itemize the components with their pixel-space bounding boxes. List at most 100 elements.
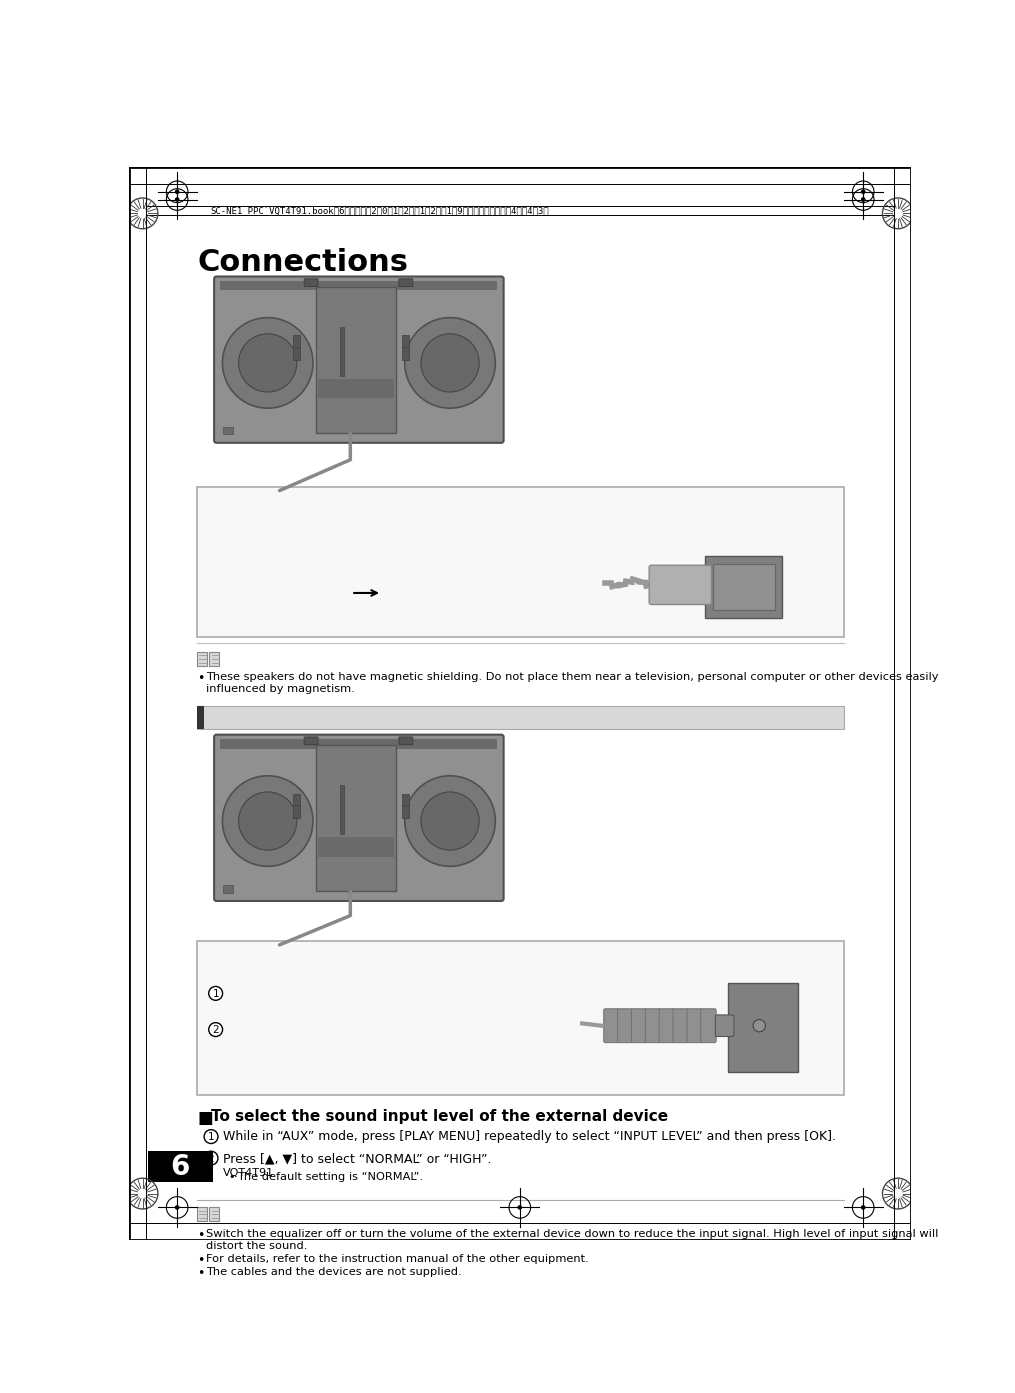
Circle shape [176,1206,179,1209]
Bar [318,837,395,857]
Text: •: • [197,1229,205,1243]
Text: Plug the audio cable (not supplied) into the AUX jack.: Plug the audio cable (not supplied) into… [228,986,563,999]
Circle shape [862,198,865,201]
Circle shape [753,1020,765,1032]
Text: VQT4T91: VQT4T91 [223,1167,274,1177]
Text: •: • [228,1172,234,1183]
Text: •: • [208,542,215,556]
Text: These speakers do not have magnetic shielding. Do not place them near a televisi: These speakers do not have magnetic shie… [206,673,939,694]
Text: The default setting is “NORMAL”.: The default setting is “NORMAL”. [238,1172,423,1183]
FancyBboxPatch shape [399,279,413,287]
FancyBboxPatch shape [304,737,318,745]
FancyBboxPatch shape [399,737,413,745]
Circle shape [222,318,313,408]
Text: Plug type: Ø3.5 mm (¹⁄₈”) stereo: Plug type: Ø3.5 mm (¹⁄₈”) stereo [228,997,428,1011]
Circle shape [176,198,179,201]
Bar [340,786,344,834]
Bar [293,805,300,818]
Circle shape [239,334,296,391]
Text: AC Power supply cord (supplied): AC Power supply cord (supplied) [595,617,786,631]
Circle shape [222,776,313,866]
FancyBboxPatch shape [650,566,712,605]
Text: 2: 2 [212,1025,219,1035]
Text: •: • [197,1268,205,1280]
Bar [714,564,774,610]
Circle shape [421,793,479,850]
Bar [316,745,396,892]
Bar [197,942,843,1095]
Text: This unit consumes a small amount of AC power (→ 12) even when turned off.: This unit consumes a small amount of AC … [208,525,728,538]
Circle shape [204,1151,218,1165]
Text: Connections: Connections [197,248,408,277]
FancyBboxPatch shape [304,279,318,287]
Text: Additional Connection: Additional Connection [211,710,400,726]
Bar [197,706,843,730]
Text: SC-NE1_PPC`VQT4T91.book　6　ページ　2　0　1　2年　1　2月　1　9日　水曜日　午後　4時　4　3分: SC-NE1_PPC`VQT4T91.book 6 ページ 2 0 1 2年 1… [210,206,549,216]
FancyBboxPatch shape [687,1009,702,1042]
Bar [293,794,300,807]
Bar [402,805,409,818]
Text: To a household AC outlet: To a household AC outlet [201,586,347,599]
Bar [316,287,396,433]
Circle shape [176,191,179,194]
Text: The cables and the devices are not supplied.: The cables and the devices are not suppl… [206,1268,462,1277]
Bar [729,983,798,1071]
Text: Switch the equalizer off or turn the volume of the external device down to reduc: Switch the equalizer off or turn the vol… [206,1229,939,1251]
Bar [293,336,300,348]
Circle shape [405,318,495,408]
FancyBboxPatch shape [659,1009,675,1042]
Circle shape [862,191,865,194]
Bar [705,556,783,617]
Circle shape [862,1206,865,1209]
Text: 1: 1 [212,989,219,999]
FancyBboxPatch shape [214,734,503,901]
Bar [340,327,344,376]
Text: To select the sound input level of the external device: To select the sound input level of the e… [211,1109,668,1124]
Bar [402,794,409,807]
Bar [197,486,843,637]
Text: •: • [197,1254,205,1266]
Bar [148,1151,213,1183]
Circle shape [519,1206,522,1209]
Circle shape [239,793,296,850]
FancyBboxPatch shape [646,1009,661,1042]
Bar [209,1208,218,1222]
Bar [197,1208,207,1222]
Text: ■: ■ [197,1109,213,1127]
Circle shape [204,1130,218,1144]
Text: Connect the AC power supply cord.: Connect the AC power supply cord. [208,497,563,515]
Text: 1: 1 [208,1133,214,1142]
FancyBboxPatch shape [631,1009,647,1042]
Bar [318,379,395,398]
Text: Press [①, AUX] to select “AUX” and start playback on
the connected device.: Press [①, AUX] to select “AUX” and start… [228,1022,559,1050]
Bar [402,347,409,359]
Text: Audio cable (not supplied): Audio cable (not supplied) [612,1074,767,1088]
Bar [222,885,233,893]
FancyBboxPatch shape [700,1009,717,1042]
Text: Connect an external music device (for AUX mode).: Connect an external music device (for AU… [208,951,719,970]
Text: •: • [197,673,205,685]
Bar [402,336,409,348]
Bar [293,347,300,359]
Text: For details, refer to the instruction manual of the other equipment.: For details, refer to the instruction ma… [206,1254,589,1263]
Bar [220,281,497,290]
FancyBboxPatch shape [673,1009,688,1042]
Text: While in “AUX” mode, press [PLAY MENU] repeatedly to select “INPUT LEVEL” and th: While in “AUX” mode, press [PLAY MENU] r… [223,1131,836,1144]
Circle shape [209,986,222,1000]
Bar [222,426,233,435]
Bar [220,740,497,748]
FancyBboxPatch shape [716,1015,734,1036]
Circle shape [405,776,495,866]
Text: 6: 6 [171,1152,190,1181]
FancyBboxPatch shape [617,1009,633,1042]
Circle shape [209,1022,222,1036]
Text: 2: 2 [208,1153,214,1163]
FancyBboxPatch shape [604,1009,619,1042]
Bar [197,706,204,730]
Bar [209,652,218,666]
Bar [197,652,207,666]
FancyBboxPatch shape [214,276,503,443]
Text: In the interest of power conservation, if you will not be using this unit for an: In the interest of power conservation, i… [217,542,765,564]
Circle shape [421,334,479,391]
Text: Press [▲, ▼] to select “NORMAL” or “HIGH”.: Press [▲, ▼] to select “NORMAL” or “HIGH… [223,1152,492,1165]
